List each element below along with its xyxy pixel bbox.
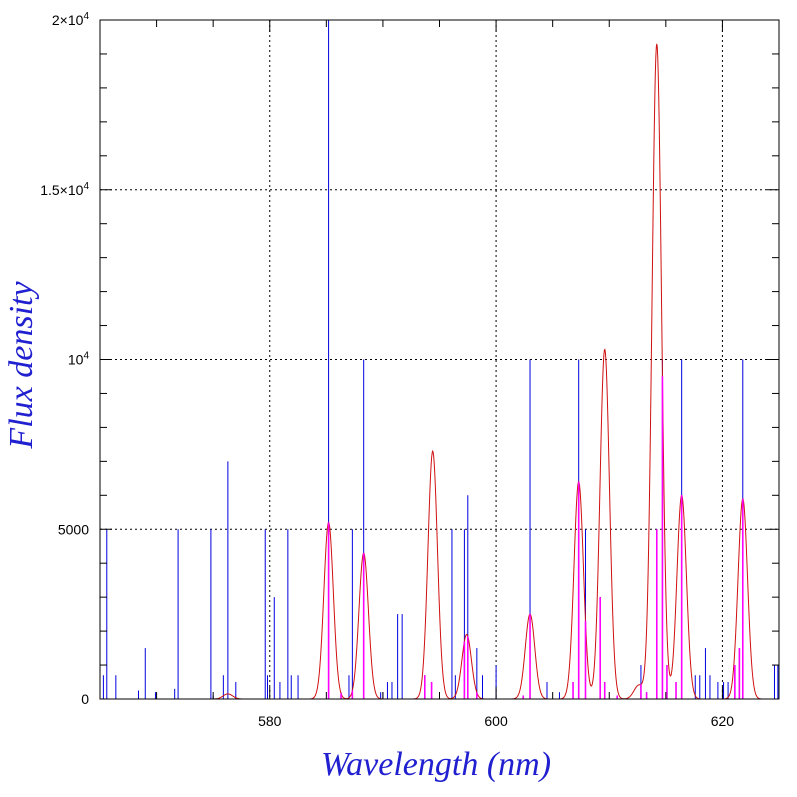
y-tick-label: 1.5×104 bbox=[40, 181, 89, 198]
y-axis-title: Flux density bbox=[3, 281, 40, 450]
y-tick-label: 5000 bbox=[58, 521, 89, 537]
x-tick-label: 580 bbox=[258, 713, 282, 729]
x-tick-label: 620 bbox=[711, 713, 735, 729]
y-tick-label: 0 bbox=[81, 691, 89, 707]
axis-ticks bbox=[100, 20, 779, 699]
x-tick-labels: 580 600 620 bbox=[258, 713, 734, 729]
grid-lines bbox=[100, 20, 779, 699]
x-axis-title: Wavelength (nm) bbox=[321, 746, 551, 783]
x-tick-label: 600 bbox=[484, 713, 508, 729]
overlap-highlights bbox=[327, 376, 744, 699]
y-tick-label: 2×104 bbox=[52, 11, 90, 28]
